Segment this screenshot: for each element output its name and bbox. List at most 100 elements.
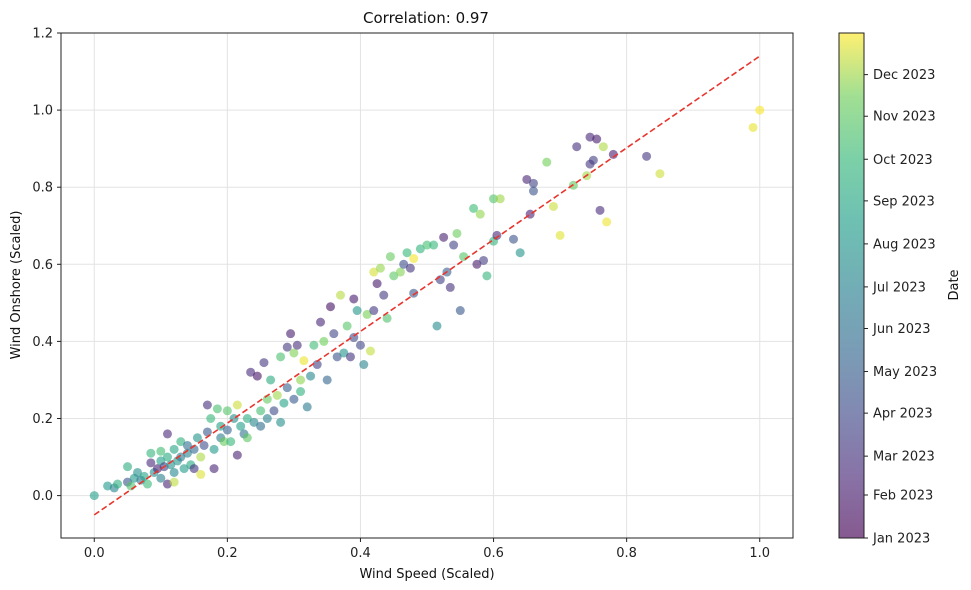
colorbar-tick-label: Feb 2023 (873, 488, 933, 503)
scatter-point (399, 259, 409, 269)
y-axis-label: Wind Onshore (Scaled) (9, 211, 24, 360)
scatter-point (439, 232, 449, 242)
scatter-point (459, 252, 469, 262)
scatter-point (435, 275, 445, 285)
scatter-point (595, 205, 605, 215)
scatter-point (602, 217, 612, 227)
scatter-point (326, 302, 336, 312)
scatter-point (289, 348, 299, 358)
scatter-point (192, 433, 202, 443)
scatter-point (133, 467, 143, 477)
colorbar-tick-label: Oct 2023 (873, 153, 933, 168)
scatter-point (409, 254, 419, 264)
scatter-point (335, 290, 345, 300)
scatter-point (415, 244, 425, 254)
scatter-point (528, 178, 538, 188)
scatter-point (365, 346, 375, 356)
scatter-point (296, 375, 306, 385)
scatter-point (272, 390, 282, 400)
scatter-point (189, 464, 199, 474)
scatter-point (598, 142, 608, 152)
scatter-point (156, 473, 166, 483)
colorbar-tick-label: Aug 2023 (873, 237, 936, 252)
scatter-point (279, 398, 289, 408)
scatter-point (162, 429, 172, 439)
y-tick-label: 0.8 (32, 181, 53, 196)
scatter-point (209, 444, 219, 454)
scatter-point (469, 203, 479, 213)
scatter-point (475, 209, 485, 219)
colorbar-tick-label: Nov 2023 (873, 110, 936, 125)
scatter-point (269, 406, 279, 416)
scatter-point (316, 317, 326, 327)
chart-title: Correlation: 0.97 (363, 9, 489, 27)
scatter-point (202, 400, 212, 410)
scatter-point (299, 356, 309, 366)
colorbar-tick-label: Jan 2023 (872, 532, 930, 547)
scatter-point (755, 105, 765, 115)
scatter-point (282, 342, 292, 352)
scatter-point (588, 155, 598, 165)
scatter-point (292, 340, 302, 350)
scatter-point (182, 440, 192, 450)
scatter-point (542, 157, 552, 167)
y-tick-label: 1.2 (32, 27, 53, 42)
scatter-point (143, 479, 153, 489)
scatter-point (199, 440, 209, 450)
scatter-point (355, 340, 365, 350)
colorbar-tick-label: Sep 2023 (873, 194, 935, 209)
scatter-point (232, 450, 242, 460)
scatter-point (572, 142, 582, 152)
colorbar (839, 33, 864, 538)
y-tick-label: 0.2 (32, 412, 53, 427)
scatter-point (362, 309, 372, 319)
scatter-point (146, 448, 156, 458)
colorbar-tick-label: Apr 2023 (873, 407, 933, 422)
scatter-point (232, 400, 242, 410)
scatter-point (123, 462, 133, 472)
scatter-point (302, 402, 312, 412)
scatter-point (359, 360, 369, 370)
y-axis-ticks: 0.0 0.2 0.4 0.6 0.8 1.0 1.2 (32, 27, 61, 504)
scatter-point (369, 267, 379, 277)
scatter-point (422, 240, 432, 250)
scatter-point (452, 228, 462, 238)
x-tick-label: 0.0 (84, 546, 105, 561)
scatter-point (548, 201, 558, 211)
y-tick-label: 0.6 (32, 258, 53, 273)
scatter-point (256, 406, 266, 416)
scatter-point (352, 306, 362, 316)
scatter-point (289, 394, 299, 404)
scatter-point (179, 464, 189, 474)
scatter-point (432, 321, 442, 331)
scatter-point (445, 282, 455, 292)
scatter-point (249, 417, 259, 427)
scatter-point (495, 194, 505, 204)
colorbar-tick-label: May 2023 (873, 365, 937, 380)
scatter-point (296, 387, 306, 397)
scatter-point (479, 255, 489, 265)
scatter-point (246, 367, 256, 377)
scatter-point (306, 371, 316, 381)
scatter-point (555, 230, 565, 240)
scatter-point (222, 425, 232, 435)
scatter-point (322, 375, 332, 385)
scatter-point (372, 279, 382, 289)
trend-line (93, 55, 761, 516)
scatter-point (522, 174, 532, 184)
scatter-point (592, 134, 602, 144)
scatter-point (89, 491, 99, 501)
colorbar-label: Date (947, 269, 962, 300)
scatter-point (405, 263, 415, 273)
scatter-point (449, 240, 459, 250)
scatter-point (126, 481, 136, 491)
x-tick-label: 1.0 (749, 546, 770, 561)
scatter-point (266, 375, 276, 385)
y-tick-label: 1.0 (32, 104, 53, 119)
scatter-point (385, 252, 395, 262)
trend-line-group (93, 55, 761, 516)
scatter-point (482, 271, 492, 281)
scatter-point (212, 404, 222, 414)
scatter-point (166, 460, 176, 470)
